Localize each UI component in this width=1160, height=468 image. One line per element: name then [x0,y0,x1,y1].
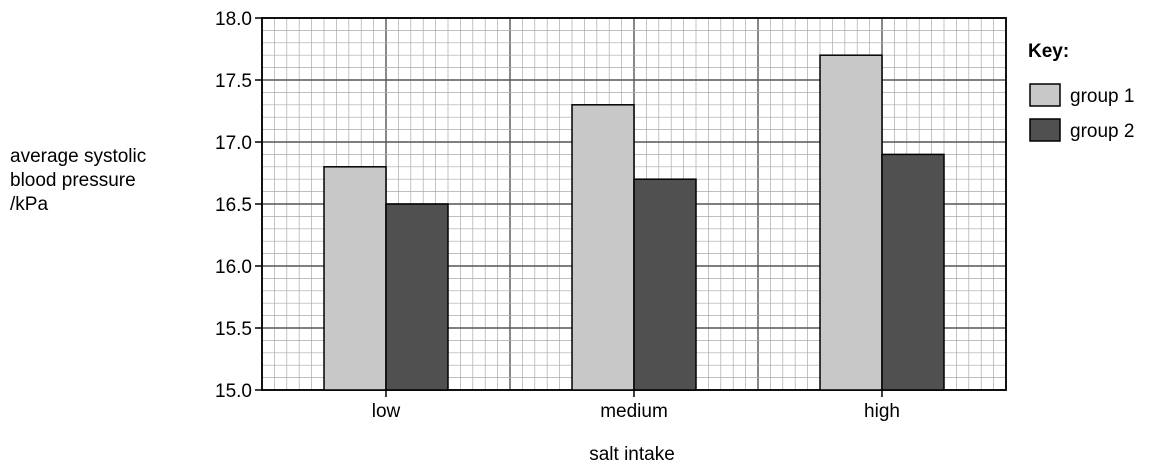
legend-swatch [1029,83,1061,107]
bar-high-group-2 [881,153,945,391]
y-tick-label: 17.5 [215,71,252,92]
bar-medium-group-1 [571,104,635,391]
y-tick-label: 17.0 [215,133,252,154]
y-tick-label: 16.5 [215,195,252,216]
bar-medium-group-2 [633,178,697,391]
bar-low-group-1 [323,166,387,391]
legend-title: Key: [1028,41,1069,62]
y-axis-label-line-3: /kPa [10,194,49,215]
chart-bars [323,54,945,391]
legend-swatch [1029,118,1061,142]
legend: Key: group 1 group 2 [1028,41,1134,142]
bar-low-group-2 [385,203,449,391]
x-category-label: medium [600,401,668,422]
x-category-label: low [372,401,401,422]
y-axis-ticks: 15.0 15.5 16.0 16.5 17.0 17.5 18.0 [215,9,262,402]
y-tick-label: 18.0 [215,9,252,30]
y-axis-label-line-2: blood pressure [10,170,136,191]
y-tick-label: 16.0 [215,257,252,278]
y-tick-label: 15.5 [215,319,252,340]
x-axis-label: salt intake [589,444,675,465]
x-category-label: high [864,401,900,422]
legend-label: group 2 [1070,121,1134,142]
legend-label: group 1 [1070,86,1134,107]
bar-high-group-1 [819,54,883,391]
y-axis-label-line-1: average systolic [10,146,147,167]
x-axis-categories: low medium high [372,390,900,422]
y-tick-label: 15.0 [215,381,252,402]
